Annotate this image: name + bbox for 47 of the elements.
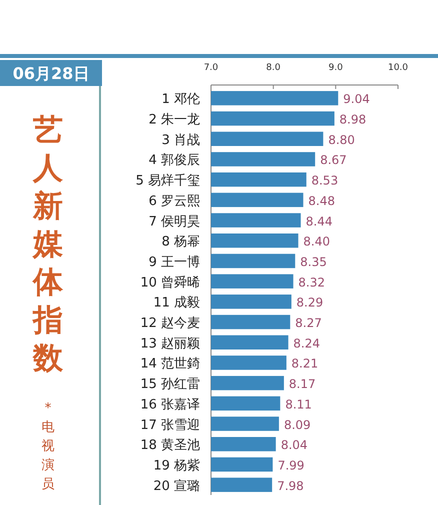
- y-tick-label: 12 赵今麦: [140, 316, 200, 332]
- data-label: 8.35: [300, 254, 327, 269]
- x-tick-label: 7.0: [204, 63, 218, 73]
- y-tick-label: 6 罗云熙: [148, 194, 200, 209]
- data-label: 8.67: [320, 153, 347, 168]
- x-tick-label: 10.0: [388, 63, 408, 73]
- x-tick-label: 9.0: [328, 63, 344, 73]
- data-label: 8.98: [339, 112, 366, 127]
- data-label: 8.21: [291, 356, 318, 371]
- y-tick-label: 15 孙红雷: [140, 377, 200, 392]
- data-label: 8.48: [308, 194, 335, 208]
- y-tick-label: 5 易烊千玺: [136, 174, 200, 189]
- y-tick-label: 19 杨紫: [153, 458, 200, 474]
- y-tick-label: 14 范世錡: [140, 356, 200, 372]
- y-tick-label: 2 朱一龙: [148, 112, 200, 128]
- data-label: 7.98: [277, 478, 304, 493]
- data-label: 8.53: [311, 174, 338, 188]
- data-label: 8.44: [306, 214, 332, 228]
- data-label: 8.27: [295, 316, 322, 330]
- y-tick-label: 10 曾舜晞: [140, 275, 200, 290]
- data-label: 8.04: [280, 438, 308, 452]
- y-tick-label: 3 肖战: [162, 132, 200, 148]
- x-tick-label: 8.0: [266, 63, 281, 73]
- data-label: 8.11: [285, 397, 312, 412]
- data-label: 8.29: [296, 296, 324, 310]
- text: 艺人新媒体指数: [32, 113, 64, 376]
- y-tick-label: 7 侯明昊: [148, 214, 200, 230]
- data-label: 8.40: [303, 234, 330, 249]
- y-tick-label: 17 张雪迎: [140, 416, 200, 433]
- y-tick-label: 11 成毅: [153, 296, 200, 311]
- data-label: 9.04: [343, 92, 370, 106]
- y-tick-label: 13 赵丽颖: [140, 336, 200, 352]
- data-label: 8.09: [284, 418, 311, 432]
- y-tick-label: 9 王一博: [148, 254, 200, 270]
- data-label: 7.99: [278, 458, 304, 472]
- y-tick-label: 4 郭俊辰: [148, 153, 200, 168]
- text: 06月28日: [12, 64, 90, 83]
- data-label: 8.32: [298, 275, 325, 290]
- y-tick-label: 1 邓伦: [162, 92, 200, 108]
- data-label: 8.80: [328, 132, 355, 147]
- y-tick-label: 16 张嘉译: [140, 397, 200, 412]
- y-tick-label: 20 宣璐: [153, 478, 200, 494]
- y-tick-label: 18 黄圣池: [140, 438, 200, 454]
- y-tick-label: 8 杨幂: [162, 234, 200, 250]
- text: *电视演员: [42, 401, 54, 492]
- data-label: 8.24: [293, 336, 320, 350]
- data-label: 8.17: [288, 377, 316, 392]
